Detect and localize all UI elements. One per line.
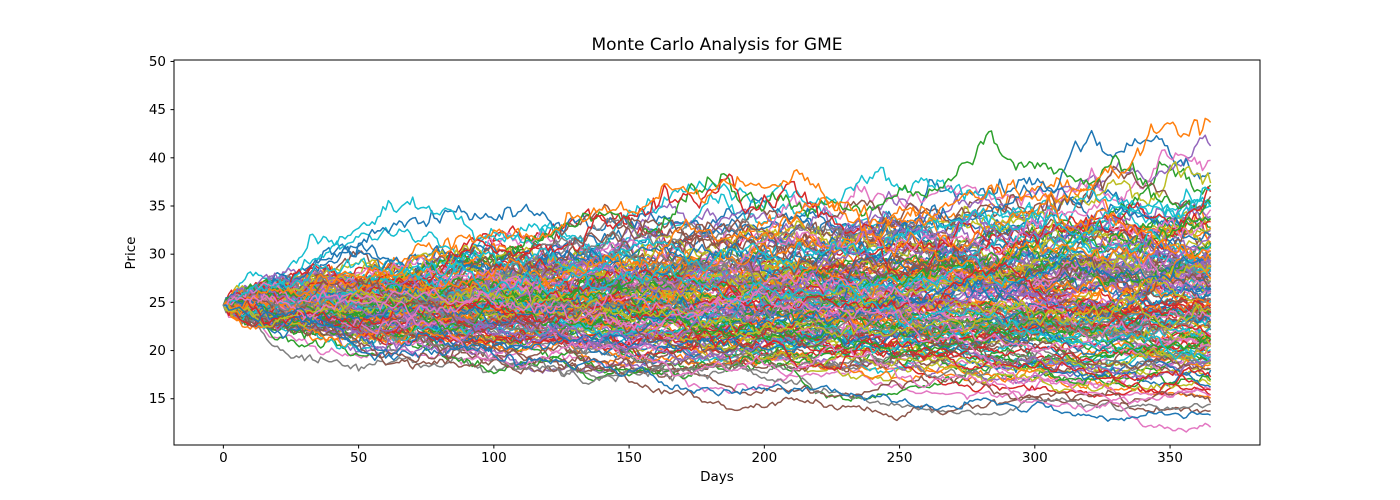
simulation-path (222, 209, 1212, 310)
simulation-path (222, 277, 1211, 371)
x-tick-label: 350 (1157, 450, 1183, 466)
x-tick-label: 250 (887, 450, 913, 466)
simulation-path (222, 304, 1212, 422)
y-tick-label: 25 (149, 295, 166, 311)
simulation-path (223, 186, 1211, 318)
simulation-path (223, 288, 1212, 433)
x-axis-label: Days (700, 469, 734, 485)
simulation-path (222, 289, 1211, 416)
simulation-path (222, 294, 1211, 413)
y-tick-label: 15 (149, 391, 166, 407)
y-tick-label: 45 (149, 102, 166, 118)
y-axis-label: Price (123, 236, 139, 270)
x-tick-label: 0 (219, 450, 228, 466)
simulation-path (223, 194, 1212, 324)
simulation-path (222, 249, 1211, 356)
simulation-path (223, 257, 1211, 361)
x-tick-label: 150 (616, 450, 642, 466)
simulation-path (223, 272, 1211, 353)
y-tick-label: 35 (149, 199, 166, 215)
x-tick-label: 50 (350, 450, 367, 466)
simulation-path (223, 273, 1212, 342)
plot-border (173, 59, 1261, 446)
simulation-path (222, 117, 1212, 310)
simulation-path (223, 284, 1211, 338)
chart-title: Monte Carlo Analysis for GME (591, 35, 843, 55)
simulation-path (222, 288, 1212, 341)
simulation-path (222, 296, 1211, 388)
simulation-path (222, 242, 1211, 330)
simulation-path (223, 256, 1211, 324)
simulation-path (223, 296, 1211, 381)
simulation-path (222, 278, 1211, 350)
simulation-path (223, 304, 1211, 422)
simulation-paths (222, 117, 1212, 433)
y-tick-label: 40 (149, 150, 166, 166)
x-tick-label: 100 (481, 450, 507, 466)
x-tick-label: 200 (751, 450, 777, 466)
y-tick-label: 20 (149, 343, 166, 359)
y-tick-label: 50 (149, 54, 166, 70)
y-tick-label: 30 (149, 247, 166, 263)
x-tick-label: 300 (1022, 450, 1048, 466)
simulation-path (223, 196, 1212, 317)
simulation-path (222, 298, 1211, 414)
simulation-path (223, 292, 1211, 384)
